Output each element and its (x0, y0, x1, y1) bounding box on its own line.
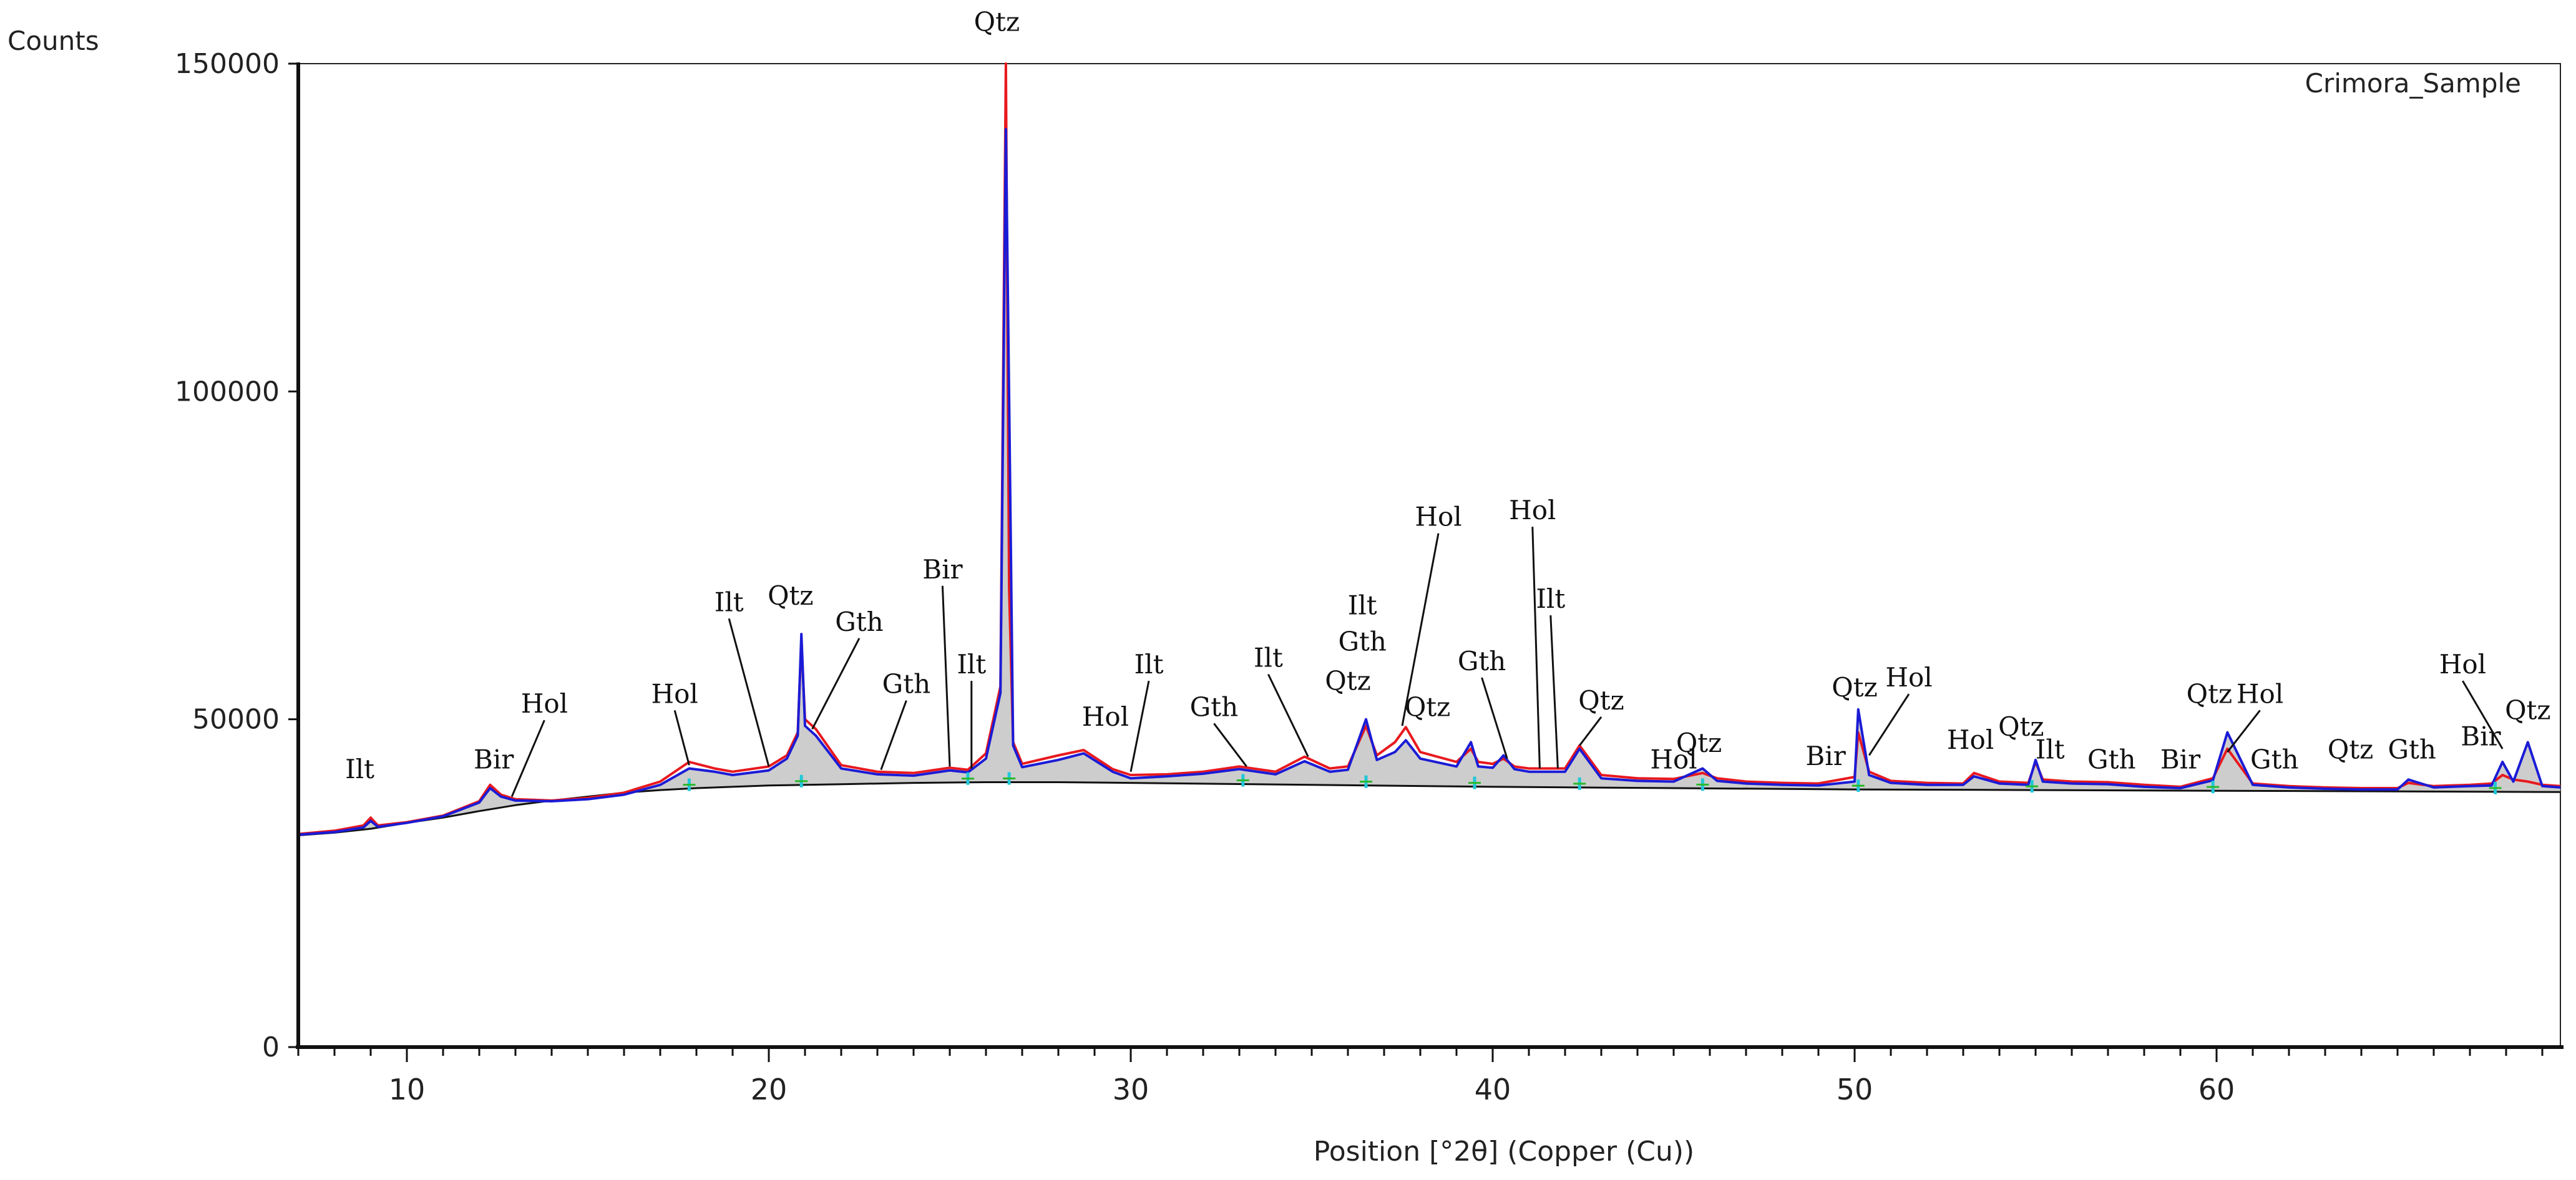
phase-annotation: Qtz (1998, 711, 2044, 742)
y-tick-label: 100000 (175, 376, 280, 407)
annotation-leader-line (1531, 527, 1541, 769)
x-tick-label: 60 (2198, 1073, 2235, 1106)
annotation-leader-line (2462, 680, 2504, 749)
sample-label: Crimora_Sample (2305, 68, 2521, 99)
phase-annotation: Bir (1805, 741, 1846, 771)
x-tick-label: 20 (751, 1073, 788, 1106)
phase-annotation: Hol (1415, 502, 1461, 532)
axes-layer: 0 50000 100000 150000 10 20 30 40 50 60 (175, 48, 2564, 1106)
x-tick-label: 10 (389, 1073, 426, 1106)
phase-annotation: Gth (2250, 744, 2298, 774)
annotation-leader-line (1868, 693, 1910, 756)
profile-fill (298, 129, 2560, 836)
y-axis-title: Counts (7, 26, 99, 56)
phase-annotation: Ilt (957, 649, 986, 680)
phase-annotation: Ilt (1254, 643, 1283, 673)
annotation-leader-line (1267, 673, 1309, 758)
phase-annotation: Bir (922, 554, 963, 585)
phase-annotation: Hol (651, 678, 698, 709)
x-axis-title: Position [°2θ] (Copper (Cu)) (1314, 1136, 1694, 1168)
phase-annotation: Bir (474, 744, 514, 774)
phase-annotation: Hol (521, 688, 568, 719)
phase-annotation: Qtz (1405, 691, 1450, 722)
phase-annotation: Qtz (2187, 678, 2232, 709)
phase-annotation: Bir (2160, 744, 2201, 774)
phase-annotation: Gth (1190, 691, 1238, 722)
phase-annotation: Qtz (768, 580, 813, 611)
annotation-leader-line (941, 585, 951, 767)
phase-annotation: Ilt (345, 754, 374, 784)
phase-annotation: Gth (1458, 646, 1506, 676)
phase-annotation: Gth (835, 607, 883, 637)
phase-annotation: Gth (2087, 744, 2135, 774)
annotation-leader-line (510, 719, 545, 797)
phase-annotation: Qtz (1325, 665, 1370, 696)
phase-annotation: Hol (2237, 678, 2283, 709)
annotation-leader-line (1579, 716, 1603, 746)
annotation-leader-line (1481, 677, 1508, 759)
phase-annotation: Hol (1650, 744, 1697, 774)
observed-line (298, 62, 2561, 836)
phase-annotation: Qtz (974, 6, 1020, 37)
phase-annotation: Gth (882, 669, 930, 700)
x-tick-label: 30 (1113, 1073, 1149, 1106)
phase-annotation: Qtz (1676, 728, 1722, 758)
phase-annotation: Hol (2439, 649, 2486, 680)
phase-annotation: Gth (2388, 734, 2436, 765)
phase-annotation: Hol (1082, 701, 1129, 732)
annotation-leader-line (1213, 723, 1247, 768)
phase-annotation: Qtz (2505, 695, 2550, 726)
annotation-leader-line (880, 700, 907, 771)
phase-annotation: Qtz (1578, 685, 1624, 716)
phase-annotation: Gth (1338, 626, 1386, 656)
phase-annotation: Qtz (1832, 672, 1877, 703)
y-tick-label: 0 (262, 1031, 280, 1063)
x-tick-label: 50 (1837, 1073, 1873, 1106)
annotation-leader-line (728, 618, 770, 767)
y-tick-label: 50000 (192, 704, 280, 736)
plot-frame (298, 63, 2561, 1048)
phase-annotation: Ilt (2036, 734, 2065, 765)
annotation-leader-line (673, 710, 690, 766)
annotation-leader-line (1401, 533, 1440, 726)
phase-annotation: Hol (1509, 495, 1556, 525)
annotation-leader-line (1129, 680, 1150, 773)
phase-annotation: Hol (1885, 662, 1932, 693)
phase-annotation: Ilt (1348, 590, 1377, 621)
background-line (298, 781, 2561, 837)
phase-marker-layer (683, 772, 2502, 794)
phase-annotation: Hol (1947, 724, 1994, 755)
annotation-leader-line (2227, 709, 2261, 753)
phase-annotation: Ilt (1134, 649, 1164, 680)
series-layer (298, 62, 2561, 837)
phase-annotation: Ilt (715, 587, 744, 617)
phase-annotation: Bir (2461, 721, 2501, 752)
annotation-leader-line (811, 638, 861, 730)
y-tick-label: 150000 (175, 48, 280, 80)
calculated-line (298, 128, 2561, 836)
x-tick-label: 40 (1475, 1073, 1511, 1106)
annotation-leader-line (1549, 615, 1559, 769)
fill-layer (298, 129, 2560, 836)
phase-annotation: Ilt (1536, 583, 1565, 614)
phase-annotation: Qtz (2328, 734, 2373, 765)
